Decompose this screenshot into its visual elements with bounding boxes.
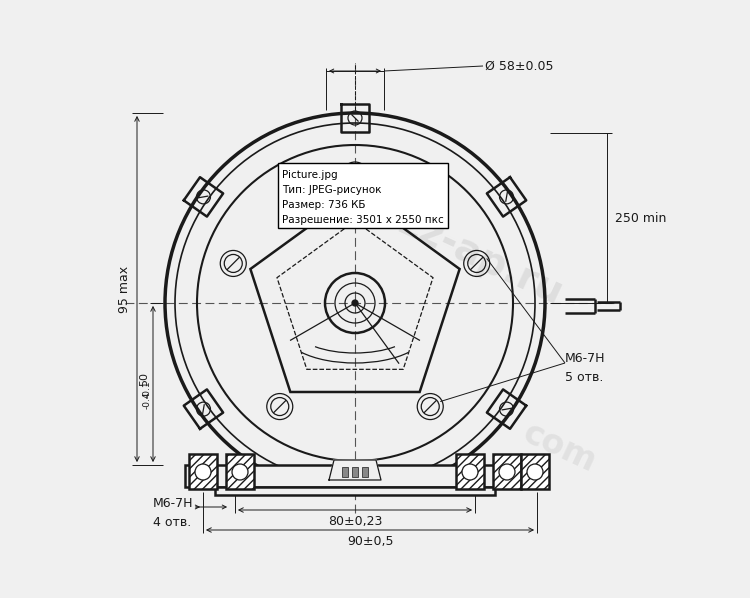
Text: 95 max: 95 max (118, 266, 131, 313)
Bar (362, 467, 368, 477)
Bar (456, 454, 484, 489)
Circle shape (195, 464, 211, 480)
Circle shape (499, 464, 515, 480)
Text: Разрешение: 3501 x 2550 пкс: Разрешение: 3501 x 2550 пкс (282, 215, 444, 225)
Circle shape (527, 464, 543, 480)
Text: Ø 58±0.05: Ø 58±0.05 (485, 59, 554, 72)
Bar (278, 163, 448, 228)
Circle shape (232, 464, 248, 480)
Text: zz-ap.ru: zz-ap.ru (392, 203, 568, 313)
Text: -0.1: -0.1 (143, 380, 152, 398)
Bar (185, 465, 525, 487)
Bar (342, 467, 348, 477)
Bar (493, 454, 521, 489)
Text: 80±0,23: 80±0,23 (328, 515, 382, 528)
Text: com: com (518, 417, 602, 480)
Bar (189, 454, 217, 489)
Bar (493, 454, 521, 489)
Text: 90±0,5: 90±0,5 (346, 535, 393, 548)
Text: Размер: 736 КБ: Размер: 736 КБ (282, 200, 365, 210)
Bar (226, 454, 254, 489)
Bar (456, 454, 484, 489)
Bar (352, 467, 358, 477)
Circle shape (352, 300, 358, 306)
Text: M6-7H
5 отв.: M6-7H 5 отв. (565, 352, 605, 384)
Circle shape (462, 464, 478, 480)
Bar (226, 454, 254, 489)
Text: 250 min: 250 min (615, 212, 666, 224)
Bar (521, 454, 549, 489)
Bar (215, 487, 495, 495)
Text: M6-7H
4 отв.: M6-7H 4 отв. (153, 497, 194, 529)
Bar (189, 454, 217, 489)
Text: 50: 50 (139, 372, 149, 386)
Bar (521, 454, 549, 489)
Text: Тип: JPEG-рисунок: Тип: JPEG-рисунок (282, 185, 382, 195)
Text: -0.4: -0.4 (143, 391, 152, 409)
Text: Picture.jpg: Picture.jpg (282, 170, 338, 180)
Polygon shape (329, 460, 381, 480)
